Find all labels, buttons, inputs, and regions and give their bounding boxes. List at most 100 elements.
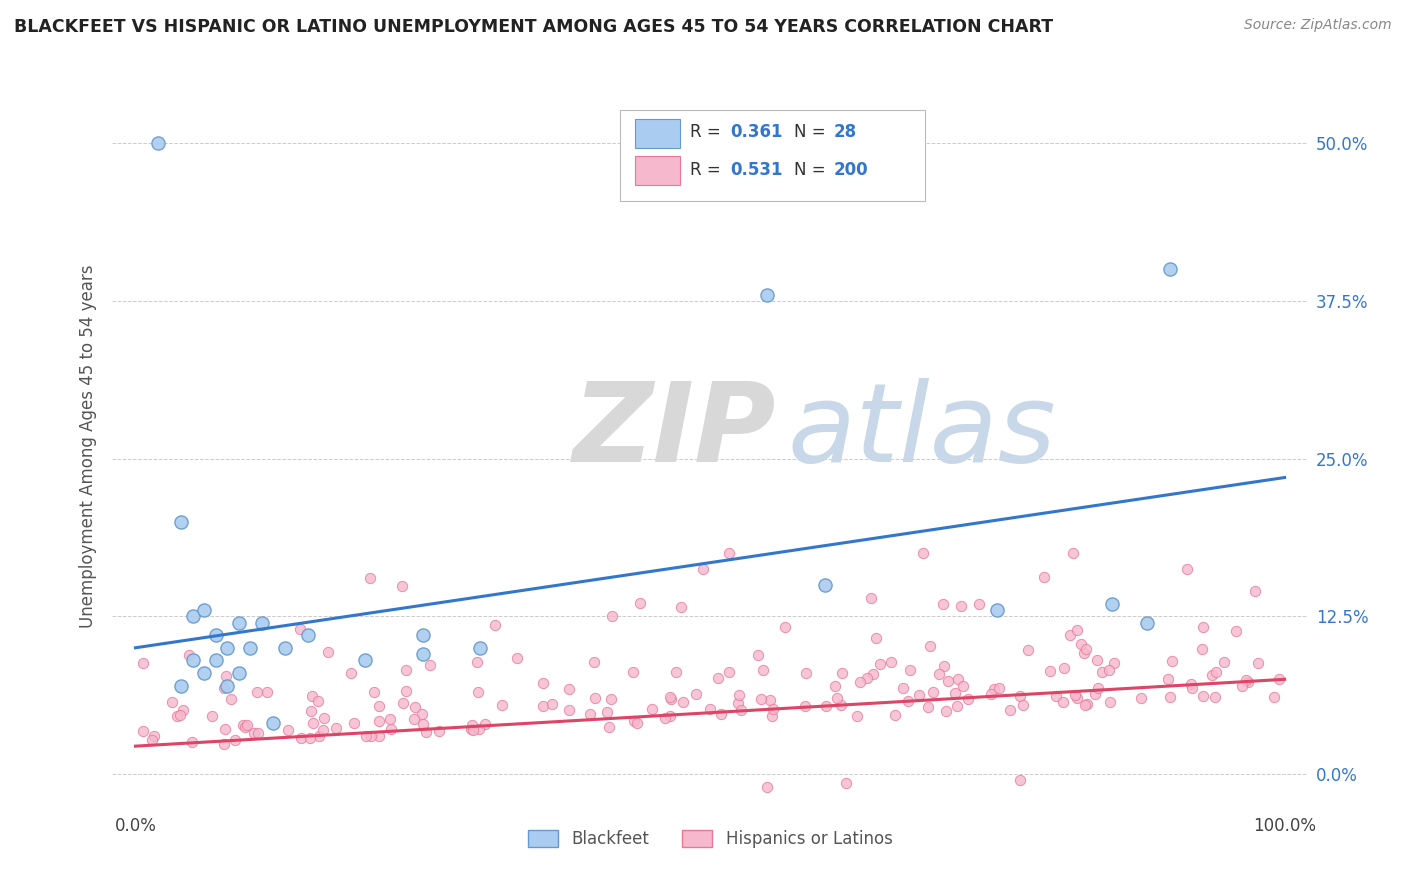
Point <box>1085 653 1108 667</box>
Point <box>169 707 191 722</box>
Point <box>1063 689 1085 703</box>
Point <box>583 655 606 669</box>
Point <box>814 699 837 714</box>
Point <box>181 609 204 624</box>
Point <box>1159 690 1181 705</box>
Point <box>232 718 254 732</box>
Point <box>730 702 752 716</box>
Point <box>170 679 193 693</box>
Point <box>1192 689 1215 703</box>
Point <box>1045 689 1067 703</box>
Point <box>180 734 202 748</box>
Point <box>969 597 991 611</box>
Point <box>1066 623 1088 637</box>
Point <box>1129 690 1152 705</box>
Point <box>794 666 817 681</box>
Point <box>1213 655 1236 669</box>
Point <box>461 723 484 738</box>
Point <box>626 715 648 730</box>
Point <box>917 700 939 714</box>
Point <box>761 709 783 723</box>
Point <box>1074 698 1097 712</box>
Point <box>148 136 170 151</box>
Point <box>600 692 623 706</box>
Point <box>862 666 884 681</box>
Text: Source: ZipAtlas.com: Source: ZipAtlas.com <box>1244 18 1392 32</box>
Bar <box>634 119 681 148</box>
Point <box>302 716 325 731</box>
Point <box>214 722 236 736</box>
Point <box>474 717 496 731</box>
Point <box>359 571 381 585</box>
Point <box>239 640 262 655</box>
Point <box>460 722 482 736</box>
Point <box>1084 687 1107 701</box>
Point <box>1017 643 1039 657</box>
Point <box>316 645 339 659</box>
Point <box>621 665 644 680</box>
Point <box>160 695 183 709</box>
Text: N =: N = <box>794 161 825 178</box>
Point <box>1053 661 1076 675</box>
Point <box>710 706 733 721</box>
Point <box>467 656 489 670</box>
Point <box>659 690 682 705</box>
Point <box>217 679 239 693</box>
Point <box>219 692 242 706</box>
Point <box>380 722 402 736</box>
Point <box>354 729 377 743</box>
Point <box>246 726 269 740</box>
Point <box>298 731 321 745</box>
Point <box>1246 657 1268 671</box>
Point <box>595 706 617 720</box>
Text: 28: 28 <box>834 123 856 141</box>
Point <box>659 692 682 706</box>
Point <box>412 647 434 661</box>
Text: BLACKFEET VS HISPANIC OR LATINO UNEMPLOYMENT AMONG AGES 45 TO 54 YEARS CORRELATI: BLACKFEET VS HISPANIC OR LATINO UNEMPLOY… <box>14 18 1053 36</box>
Text: N =: N = <box>794 123 825 141</box>
Point <box>1180 676 1202 690</box>
Point <box>233 720 256 734</box>
Point <box>762 702 785 716</box>
Point <box>830 698 852 713</box>
Point <box>212 681 235 695</box>
Point <box>672 695 695 709</box>
Point <box>755 780 778 794</box>
Point <box>579 707 602 722</box>
Point <box>911 546 934 560</box>
Point <box>468 723 491 737</box>
Point <box>936 674 959 689</box>
Point <box>759 693 782 707</box>
Text: atlas: atlas <box>787 378 1056 485</box>
Point <box>598 720 620 734</box>
Point <box>1062 546 1084 560</box>
Point <box>1191 641 1213 656</box>
Point <box>360 730 382 744</box>
Point <box>998 703 1021 717</box>
Point <box>299 704 322 718</box>
Point <box>531 676 554 690</box>
Text: R =: R = <box>690 123 725 141</box>
Point <box>865 631 887 645</box>
Point <box>1136 615 1159 630</box>
Point <box>1243 584 1265 599</box>
Point <box>1073 646 1095 660</box>
Point <box>325 721 347 735</box>
Point <box>1159 262 1181 277</box>
Point <box>205 653 228 667</box>
Point <box>288 622 311 636</box>
Point <box>707 671 730 685</box>
Text: R =: R = <box>690 161 725 178</box>
Point <box>623 714 645 729</box>
Point <box>1205 665 1227 679</box>
Point <box>558 682 581 697</box>
Point <box>1059 628 1081 642</box>
Point <box>541 697 564 711</box>
Point <box>339 665 361 680</box>
Point <box>367 714 389 728</box>
Y-axis label: Unemployment Among Ages 45 to 54 years: Unemployment Among Ages 45 to 54 years <box>79 264 97 628</box>
Point <box>1161 654 1184 668</box>
Point <box>918 639 941 653</box>
Point <box>212 737 235 751</box>
Point <box>301 689 323 703</box>
